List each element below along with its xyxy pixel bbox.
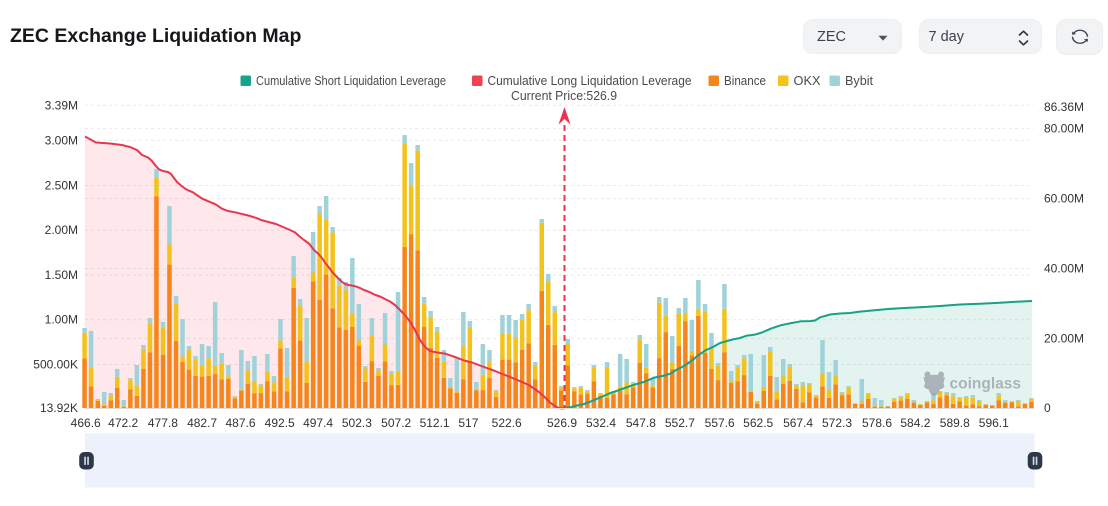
svg-text:Cumulative Long Liquidation Le: Cumulative Long Liquidation Leverage: [488, 74, 692, 88]
svg-text:552.7: 552.7: [665, 416, 695, 430]
svg-text:40.00M: 40.00M: [1044, 262, 1084, 276]
svg-text:526.9: 526.9: [547, 416, 577, 430]
svg-text:OKX: OKX: [794, 74, 822, 88]
svg-text:Current Price:526.9: Current Price:526.9: [511, 89, 617, 103]
svg-text:2.50M: 2.50M: [45, 179, 78, 193]
svg-text:86.36M: 86.36M: [1044, 100, 1084, 114]
svg-text:1.00M: 1.00M: [45, 313, 78, 327]
svg-text:60.00M: 60.00M: [1044, 192, 1084, 206]
svg-text:1.50M: 1.50M: [45, 268, 78, 282]
svg-text:487.6: 487.6: [225, 416, 255, 430]
svg-text:coinglass: coinglass: [950, 376, 1022, 393]
svg-text:562.5: 562.5: [743, 416, 773, 430]
svg-text:482.7: 482.7: [187, 416, 217, 430]
svg-text:547.8: 547.8: [626, 416, 656, 430]
svg-text:517: 517: [458, 416, 478, 430]
svg-text:578.6: 578.6: [862, 416, 892, 430]
svg-text:596.1: 596.1: [979, 416, 1009, 430]
svg-text:532.4: 532.4: [586, 416, 616, 430]
svg-text:477.8: 477.8: [148, 416, 178, 430]
svg-text:522.6: 522.6: [492, 416, 522, 430]
svg-text:512.1: 512.1: [420, 416, 450, 430]
svg-text:20.00M: 20.00M: [1044, 332, 1084, 346]
svg-text:Bybit: Bybit: [845, 74, 874, 88]
svg-text:3.39M: 3.39M: [45, 98, 78, 112]
svg-text:507.2: 507.2: [381, 416, 411, 430]
svg-text:502.3: 502.3: [342, 416, 372, 430]
svg-text:500.00K: 500.00K: [33, 358, 78, 372]
svg-text:0: 0: [1044, 401, 1051, 415]
svg-text:567.4: 567.4: [783, 416, 813, 430]
svg-text:557.6: 557.6: [705, 416, 735, 430]
svg-text:584.2: 584.2: [900, 416, 930, 430]
svg-text:572.3: 572.3: [822, 416, 852, 430]
svg-text:80.00M: 80.00M: [1044, 122, 1084, 136]
svg-text:Cumulative Short Liquidation L: Cumulative Short Liquidation Leverage: [256, 74, 446, 88]
svg-text:Binance: Binance: [724, 74, 766, 88]
svg-text:492.5: 492.5: [265, 416, 295, 430]
svg-text:466.6: 466.6: [71, 416, 101, 430]
svg-text:497.4: 497.4: [303, 416, 333, 430]
svg-text:472.2: 472.2: [108, 416, 138, 430]
svg-text:589.8: 589.8: [940, 416, 970, 430]
svg-text:13.92K: 13.92K: [40, 401, 78, 415]
svg-text:3.00M: 3.00M: [45, 133, 78, 147]
svg-text:2.00M: 2.00M: [45, 223, 78, 237]
